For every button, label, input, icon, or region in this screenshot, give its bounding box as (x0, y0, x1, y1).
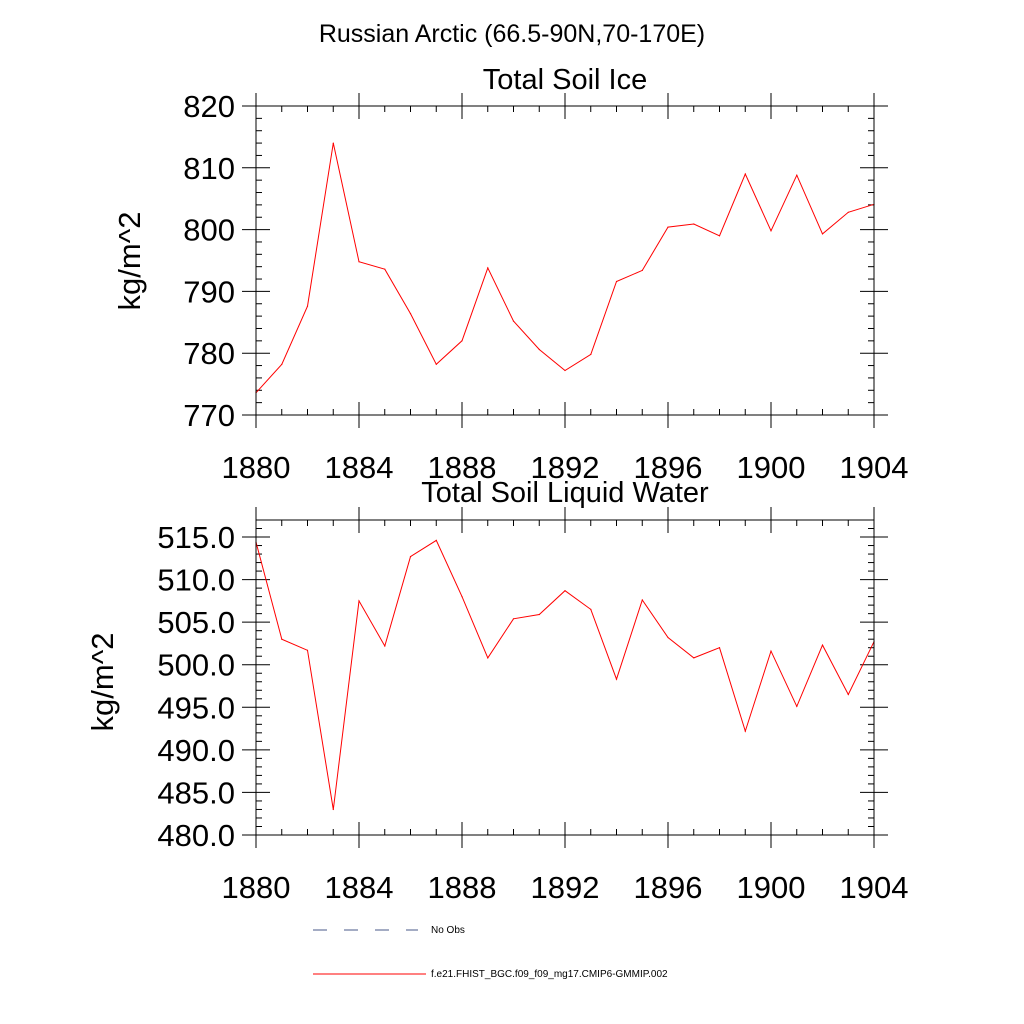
soil-liquid-water-y-tick-label: 480.0 (157, 818, 235, 853)
legend: No Obs f.e21.FHIST_BGC.f09_f09_mg17.CMIP… (313, 925, 668, 980)
soil-liquid-water-data-point (435, 539, 437, 542)
soil-liquid-water-x-tick-label: 1896 (634, 870, 703, 905)
soil-liquid-water-data-point (718, 647, 721, 649)
soil-ice-data-point (847, 211, 849, 213)
legend-label-model-run: f.e21.FHIST_BGC.f09_f09_mg17.CMIP6-GMMIP… (431, 969, 668, 980)
soil-liquid-water-data-point (409, 556, 412, 558)
soil-ice-data-point (461, 340, 463, 342)
soil-ice-data-point (332, 142, 334, 144)
soil-ice-data-point (538, 348, 540, 351)
soil-ice-ticks: 1880 1884 1888 1892 1896 1900 1904 770 780 790 800… (183, 89, 908, 485)
soil-ice-data-point (281, 363, 283, 365)
soil-liquid-water-data-point (667, 636, 669, 639)
soil-ice-y-tick-label: 810 (183, 151, 235, 186)
soil-liquid-water-x-tick-label: 1900 (737, 870, 806, 905)
soil-ice-data-point (564, 369, 566, 372)
soil-liquid-water-panel: Total Soil Liquid Water kg/m^2 1880 1884 1… (85, 477, 908, 905)
soil-ice-panel: Total Soil Ice kg/m^2 1880 1884 1888 1892 18… (112, 64, 908, 485)
soil-ice-x-tick-label: 1888 (428, 450, 497, 485)
soil-ice-y-tick-label: 800 (183, 213, 235, 248)
soil-liquid-water-data-point (281, 638, 283, 640)
soil-liquid-water-data-point (306, 649, 309, 651)
soil-ice-y-tick-label: 820 (183, 89, 235, 124)
soil-ice-data-point (409, 313, 412, 315)
soil-liquid-water-x-tick-label: 1888 (428, 870, 497, 905)
soil-liquid-water-data-point (615, 678, 618, 680)
soil-ice-x-tick-label: 1904 (840, 450, 909, 485)
soil-ice-data-point (615, 280, 618, 283)
legend-item-no-obs: No Obs (313, 925, 465, 936)
soil-liquid-water-data-point (590, 608, 592, 611)
soil-liquid-water-plot-frame (255, 519, 875, 836)
soil-ice-x-tick-label: 1880 (222, 450, 291, 485)
soil-liquid-water-ticks: 1880 1884 1888 1892 1896 1900 1904 480.0 485.0 49… (157, 507, 908, 905)
soil-liquid-water-data-point (332, 808, 334, 811)
soil-ice-series (255, 142, 875, 394)
soil-liquid-water-data-point (641, 599, 643, 601)
legend-label-no-obs: No Obs (431, 925, 465, 936)
soil-liquid-water-data-point (744, 730, 746, 732)
soil-ice-data-point (821, 233, 824, 235)
soil-ice-data-point (358, 261, 360, 263)
soil-ice-data-point (512, 320, 515, 322)
soil-liquid-water-x-tick-label: 1880 (222, 870, 291, 905)
soil-liquid-water-y-tick-label: 495.0 (157, 690, 235, 725)
soil-ice-panel-title: Total Soil Ice (483, 64, 647, 96)
soil-ice-y-tick-label: 790 (183, 274, 235, 309)
soil-ice-x-tick-label: 1900 (737, 450, 806, 485)
soil-ice-data-point (796, 174, 798, 176)
soil-ice-x-tick-label: 1884 (325, 450, 394, 485)
soil-liquid-water-data-point (512, 618, 515, 620)
soil-liquid-water-series-line (255, 539, 875, 810)
soil-ice-x-tick-label: 1892 (531, 450, 600, 485)
soil-ice-data-point (718, 235, 721, 237)
soil-ice-data-point (770, 230, 772, 232)
soil-ice-data-point (487, 267, 489, 269)
soil-liquid-water-y-axis-label: kg/m^2 (85, 633, 120, 732)
soil-liquid-water-y-tick-label: 485.0 (157, 775, 235, 810)
figure-title: Russian Arctic (66.5-90N,70-170E) (319, 20, 705, 48)
soil-ice-data-point (744, 173, 746, 175)
soil-liquid-water-data-point (487, 657, 489, 659)
soil-liquid-water-x-tick-label: 1892 (531, 870, 600, 905)
soil-liquid-water-data-point (564, 590, 566, 592)
soil-ice-y-tick-label: 780 (183, 336, 235, 371)
soil-liquid-water-x-tick-label: 1904 (840, 870, 909, 905)
soil-liquid-water-y-tick-label: 505.0 (157, 605, 235, 640)
soil-ice-x-tick-label: 1896 (634, 450, 703, 485)
soil-ice-plot-frame (255, 105, 875, 416)
soil-liquid-water-data-point (796, 705, 798, 708)
soil-ice-data-point (667, 226, 669, 228)
soil-ice-y-axis-label: kg/m^2 (112, 212, 147, 311)
soil-liquid-water-data-point (821, 644, 824, 646)
soil-liquid-water-data-point (461, 596, 463, 598)
soil-liquid-water-data-point (538, 613, 540, 616)
soil-ice-y-tick-label: 770 (183, 398, 235, 433)
legend-item-model-run: f.e21.FHIST_BGC.f09_f09_mg17.CMIP6-GMMIP… (313, 969, 668, 980)
soil-liquid-water-y-tick-label: 510.0 (157, 563, 235, 598)
soil-liquid-water-series (255, 539, 875, 811)
soil-liquid-water-y-tick-label: 500.0 (157, 648, 235, 683)
soil-ice-data-point (306, 305, 309, 307)
soil-ice-data-point (693, 223, 695, 225)
soil-liquid-water-y-tick-label: 515.0 (157, 520, 235, 555)
soil-liquid-water-panel-title: Total Soil Liquid Water (421, 477, 709, 509)
soil-ice-data-point (590, 353, 592, 355)
soil-ice-series-line (255, 142, 875, 394)
soil-ice-data-point (384, 268, 386, 270)
soil-liquid-water-data-point (384, 645, 386, 647)
soil-liquid-water-data-point (358, 600, 360, 602)
soil-ice-data-point (435, 363, 437, 365)
soil-liquid-water-data-point (693, 657, 695, 659)
soil-ice-data-point (641, 269, 643, 271)
soil-liquid-water-x-tick-label: 1884 (325, 870, 394, 905)
soil-liquid-water-data-point (847, 693, 849, 696)
soil-liquid-water-data-point (770, 650, 772, 652)
soil-liquid-water-y-tick-label: 490.0 (157, 733, 235, 768)
